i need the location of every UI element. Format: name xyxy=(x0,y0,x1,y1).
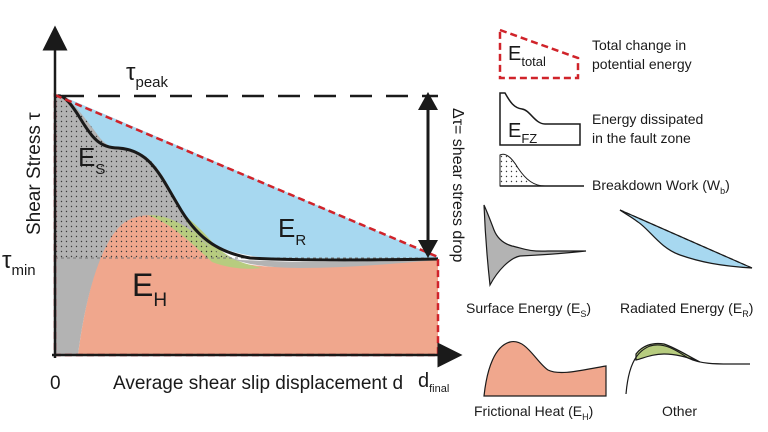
legend-fault-zone-symbol: EFZ xyxy=(508,120,537,146)
tau-min-label: τmin xyxy=(2,247,36,279)
frictional-heat-panel-label: Frictional Heat (EH) xyxy=(474,403,593,422)
frictional-heat-panel xyxy=(483,341,607,397)
legend-total-text: Total change in potential energy xyxy=(592,37,692,72)
frictional-heat-label: EH xyxy=(132,267,167,311)
legend-breakdown-icon xyxy=(499,153,546,187)
d-final-label: dfinal xyxy=(418,370,449,395)
surface-energy-panel xyxy=(483,204,587,287)
radiated-energy-label: ER xyxy=(278,213,306,249)
surface-energy-panel-label: Surface Energy (ES) xyxy=(466,300,591,319)
legend-fault-zone-text: Energy dissipated in the fault zone xyxy=(592,111,707,146)
tau-peak-label: τpeak xyxy=(126,59,169,91)
y-axis-label: Shear Stress τ xyxy=(24,112,45,235)
surface-energy-dots xyxy=(55,96,240,260)
stress-drop-arrowhead-bottom xyxy=(418,240,438,258)
legend-total-symbol: Etotal xyxy=(508,43,546,69)
radiated-energy-panel-dashed-line xyxy=(619,209,753,269)
legend-fault-zone-icon xyxy=(499,92,581,146)
x-axis-label: Average shear slip displacement d xyxy=(113,373,403,394)
shear-stress-curve xyxy=(54,94,439,262)
legend-total-icon xyxy=(498,28,580,80)
stress-drop-arrowhead-top xyxy=(418,92,438,110)
origin-label: 0 xyxy=(50,373,61,394)
surface-energy-label: ES xyxy=(78,142,105,178)
radiated-energy-panel-label: Radiated Energy (ER) xyxy=(620,300,753,319)
other-energy-panel-curve xyxy=(625,344,750,395)
other-energy-panel-label: Other xyxy=(662,403,697,419)
stress-drop-label: Δτ= shear stress drop xyxy=(449,108,466,263)
legend-breakdown-text: Breakdown Work (Wb) xyxy=(592,177,730,196)
